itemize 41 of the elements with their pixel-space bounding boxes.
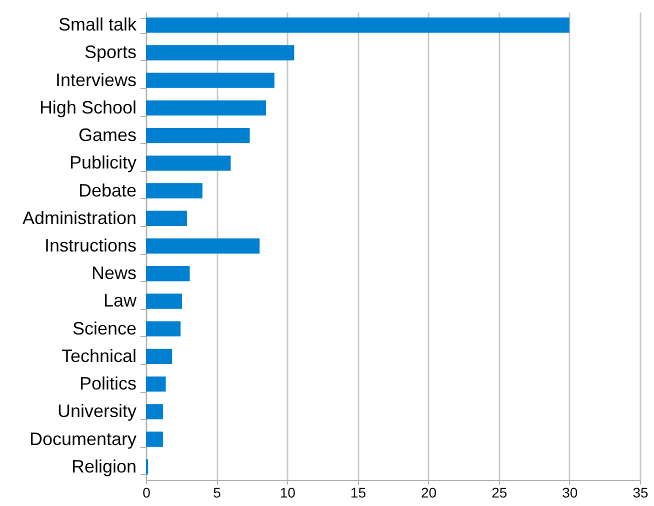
y-tick-label: Science [72, 318, 136, 338]
y-tick-label: Publicity [69, 152, 136, 173]
y-tick-label: Games [78, 125, 136, 146]
bar [146, 266, 190, 282]
x-tick-label: 20 [420, 484, 437, 500]
bar [146, 294, 182, 309]
y-tick-label: News [91, 263, 136, 284]
y-tick-label: University [57, 401, 136, 422]
y-tick-label: Documentary [29, 428, 136, 449]
y-tick-label: High School [39, 97, 136, 118]
y-tick-label: Debate [78, 180, 136, 200]
x-tick-label: 25 [492, 484, 508, 500]
x-tick-label: 0 [142, 484, 151, 500]
bar [146, 156, 231, 171]
y-tick-label: Small talk [58, 14, 138, 35]
x-tick-label: 10 [280, 484, 296, 500]
bar [146, 128, 250, 144]
bar [146, 404, 163, 420]
bar [146, 45, 294, 60]
x-tick-label: 35 [632, 484, 648, 500]
x-tick-label: 15 [350, 484, 366, 500]
y-tick-label: Instructions [44, 236, 136, 256]
bar [146, 72, 274, 88]
y-tick-label: Technical [61, 346, 136, 366]
x-tick-label: 5 [213, 484, 222, 500]
bar [146, 376, 166, 392]
bar [146, 18, 570, 33]
y-tick-label: Sports [84, 42, 136, 62]
bar [146, 321, 181, 336]
y-tick-label: Administration [22, 208, 136, 228]
bar [146, 432, 163, 447]
x-tick-label: 30 [562, 484, 578, 500]
bar [146, 183, 202, 198]
y-tick-label: Politics [79, 374, 136, 394]
bar [146, 100, 266, 116]
y-tick-label: Interviews [55, 70, 136, 90]
bar [146, 210, 187, 226]
y-tick-label: Religion [71, 456, 136, 476]
bar [146, 238, 260, 254]
y-tick-label: Law [103, 290, 138, 311]
bar [146, 348, 172, 364]
